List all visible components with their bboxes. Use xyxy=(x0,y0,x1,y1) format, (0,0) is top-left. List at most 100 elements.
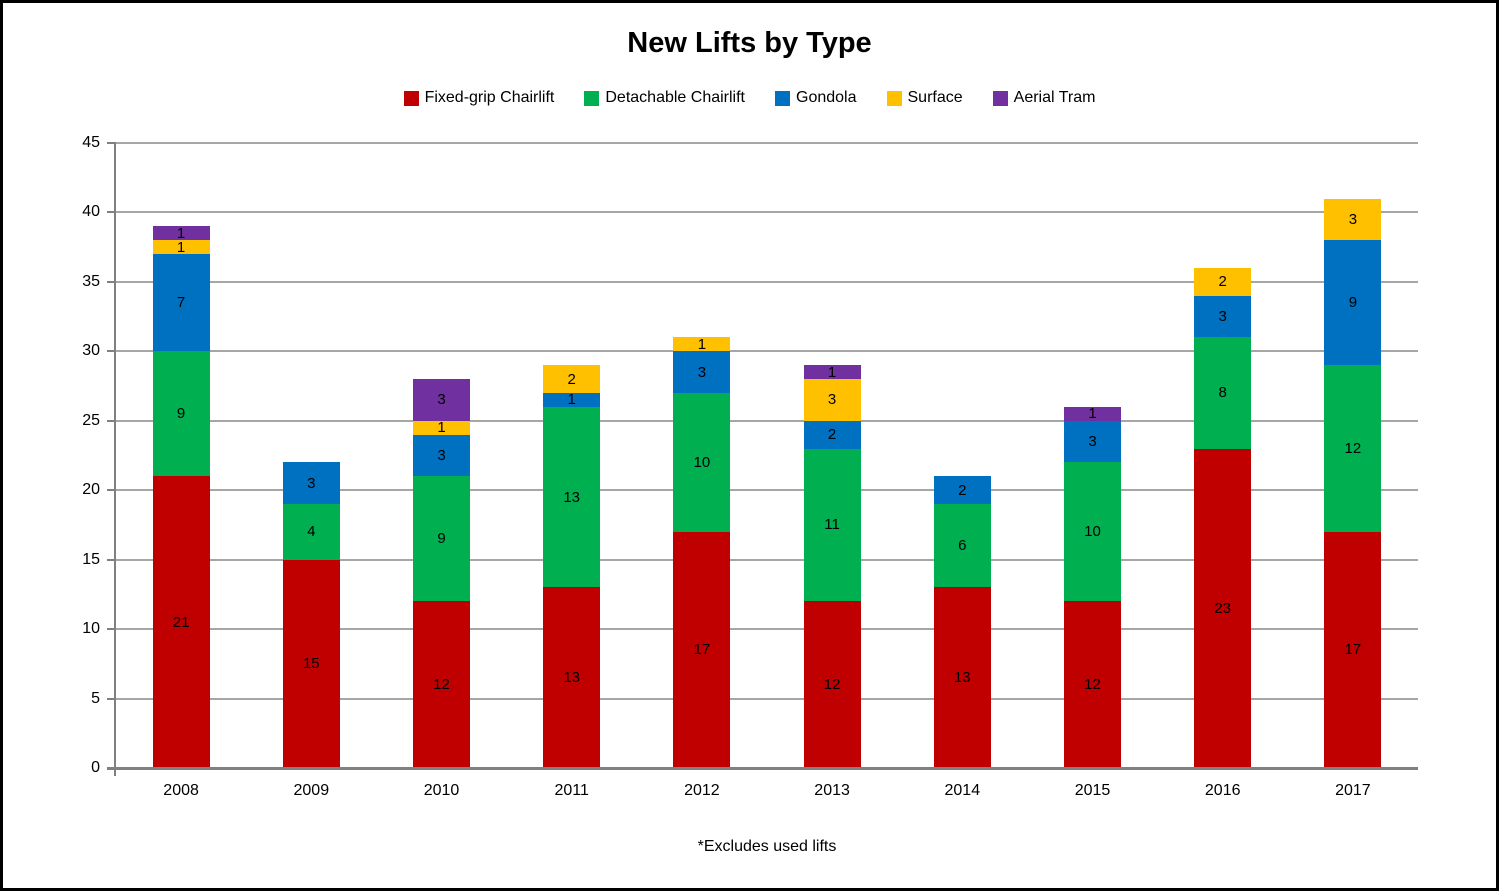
bar-segment-label: 13 xyxy=(953,669,971,687)
bar-segment-label: 9 xyxy=(1348,294,1358,312)
bar-segment-fixed-grip-chairlift: 21 xyxy=(152,476,210,768)
bar-segment-label: 3 xyxy=(437,391,446,409)
bar-segment-gondola: 7 xyxy=(152,254,210,352)
x-axis-label: 2012 xyxy=(684,782,720,799)
bar-segment-gondola: 3 xyxy=(1064,420,1121,463)
bar-segment-detachable-chairlift: 10 xyxy=(673,393,731,532)
bar-segment-fixed-grip-chairlift: 13 xyxy=(933,587,991,768)
legend-label: Fixed-grip Chairlift xyxy=(424,89,555,106)
x-axis-label: 2011 xyxy=(554,782,589,799)
y-axis-label: 0 xyxy=(91,759,100,776)
bar-segment-label: 21 xyxy=(172,613,190,631)
bar-segment-label: 3 xyxy=(1218,308,1227,326)
legend-label: Aerial Tram xyxy=(1013,89,1096,106)
legend-item-detachable-chairlift: Detachable Chairlift xyxy=(584,89,745,107)
bar-segment-label: 2 xyxy=(958,481,967,499)
bar-segment-gondola: 9 xyxy=(1324,240,1382,366)
y-axis-tick xyxy=(107,558,116,561)
bar-segment-label: 1 xyxy=(176,238,186,256)
gridline xyxy=(116,211,1418,214)
bar-segment-label: 12 xyxy=(1084,676,1101,694)
y-axis-tick xyxy=(107,142,116,144)
bar-segment-gondola: 1 xyxy=(543,391,601,409)
bar-segment-detachable-chairlift: 4 xyxy=(282,504,340,560)
bar-segment-aerial-tram: 1 xyxy=(1064,406,1121,421)
bar-segment-label: 10 xyxy=(693,453,711,471)
bar-segment-label: 15 xyxy=(302,655,320,673)
bar-segment-aerial-tram: 1 xyxy=(152,224,210,242)
gridline xyxy=(116,419,1418,422)
y-axis-label: 5 xyxy=(91,689,100,707)
y-axis-label: 10 xyxy=(82,620,100,638)
bar-segment-label: 3 xyxy=(827,391,837,409)
bar-segment-detachable-chairlift: 6 xyxy=(933,504,991,588)
bar-segment-label: 1 xyxy=(176,224,186,242)
bar-segment-label: 11 xyxy=(824,516,840,534)
y-axis-label: 30 xyxy=(82,342,100,360)
bar-segment-surface: 2 xyxy=(543,365,601,393)
y-axis-tick xyxy=(107,280,116,283)
bar-segment-label: 1 xyxy=(827,363,837,381)
legend-swatch-icon xyxy=(886,90,902,106)
bar-segment-surface: 1 xyxy=(152,238,210,256)
bar-segment-surface: 3 xyxy=(803,379,861,421)
bar-segment-gondola: 3 xyxy=(1194,295,1252,338)
bar-segment-fixed-grip-chairlift: 17 xyxy=(673,531,731,768)
bar-segment-label: 1 xyxy=(697,335,707,353)
bar-segment-label: 12 xyxy=(433,676,450,694)
plot-area: 21 9 7 1 1 2008 15 4 3 2009 12 9 3 1 3 2010 13 13 1 2 2011 17… xyxy=(3,3,1496,888)
y-axis-line xyxy=(114,143,116,776)
bar-segment-label: 2 xyxy=(567,370,576,388)
bar-segment-label: 23 xyxy=(1214,599,1232,617)
chart-legend: Fixed-grip Chairlift Detachable Chairlift… xyxy=(3,89,1496,107)
legend-item-surface: Surface xyxy=(886,89,963,107)
bar-segment-label: 7 xyxy=(176,294,186,312)
gridline xyxy=(116,489,1418,492)
gridline xyxy=(116,558,1418,561)
bar-segment-fixed-grip-chairlift: 17 xyxy=(1324,531,1382,768)
bar-segment-fixed-grip-chairlift: 12 xyxy=(1064,601,1121,768)
bar-segment-surface: 1 xyxy=(673,335,731,353)
bar-segment-label: 8 xyxy=(1218,384,1227,402)
legend-item-gondola: Gondola xyxy=(775,89,857,107)
bar-segment-label: 3 xyxy=(437,446,446,464)
bar-segment-detachable-chairlift: 9 xyxy=(413,476,470,602)
bar-segment-label: 10 xyxy=(1084,523,1101,541)
x-axis-label: 2009 xyxy=(293,782,330,799)
bar-segment-label: 1 xyxy=(567,391,576,409)
legend-label: Detachable Chairlift xyxy=(605,89,745,106)
bar-segment-label: 13 xyxy=(563,488,581,506)
x-axis-label: 2015 xyxy=(1074,782,1111,799)
x-axis-label: 2017 xyxy=(1335,782,1371,799)
y-axis-label: 20 xyxy=(82,481,100,499)
bar-segment-detachable-chairlift: 11 xyxy=(803,448,861,602)
legend-swatch-icon xyxy=(403,90,419,106)
y-axis-tick xyxy=(107,628,116,631)
y-axis-tick xyxy=(107,489,116,492)
y-axis-label: 40 xyxy=(82,203,100,221)
gridline xyxy=(116,280,1418,283)
y-axis-tick xyxy=(107,419,116,422)
legend-label: Surface xyxy=(907,89,963,106)
x-axis-label: 2014 xyxy=(944,782,981,799)
bar-segment-label: 1 xyxy=(437,419,446,437)
y-axis-label: 35 xyxy=(82,272,100,290)
bar-segment-fixed-grip-chairlift: 13 xyxy=(543,587,601,768)
bar-segment-detachable-chairlift: 9 xyxy=(152,351,210,477)
gridline xyxy=(116,142,1418,144)
legend-swatch-icon xyxy=(775,90,790,106)
y-axis-tick xyxy=(107,697,116,700)
bar-segment-gondola: 2 xyxy=(803,420,861,449)
bar-segment-gondola: 3 xyxy=(413,434,470,477)
y-axis-tick xyxy=(107,211,116,214)
bar-segment-surface: 3 xyxy=(1324,198,1382,241)
bar-segment-fixed-grip-chairlift: 12 xyxy=(413,601,470,768)
x-axis-label: 2010 xyxy=(423,782,460,799)
gridline xyxy=(116,350,1418,353)
bar-segment-fixed-grip-chairlift: 12 xyxy=(803,601,861,768)
bar-segment-label: 3 xyxy=(1088,433,1097,451)
bar-segment-aerial-tram: 1 xyxy=(803,363,861,381)
bar-segment-label: 17 xyxy=(1344,641,1362,659)
bar-segment-gondola: 3 xyxy=(282,462,340,505)
